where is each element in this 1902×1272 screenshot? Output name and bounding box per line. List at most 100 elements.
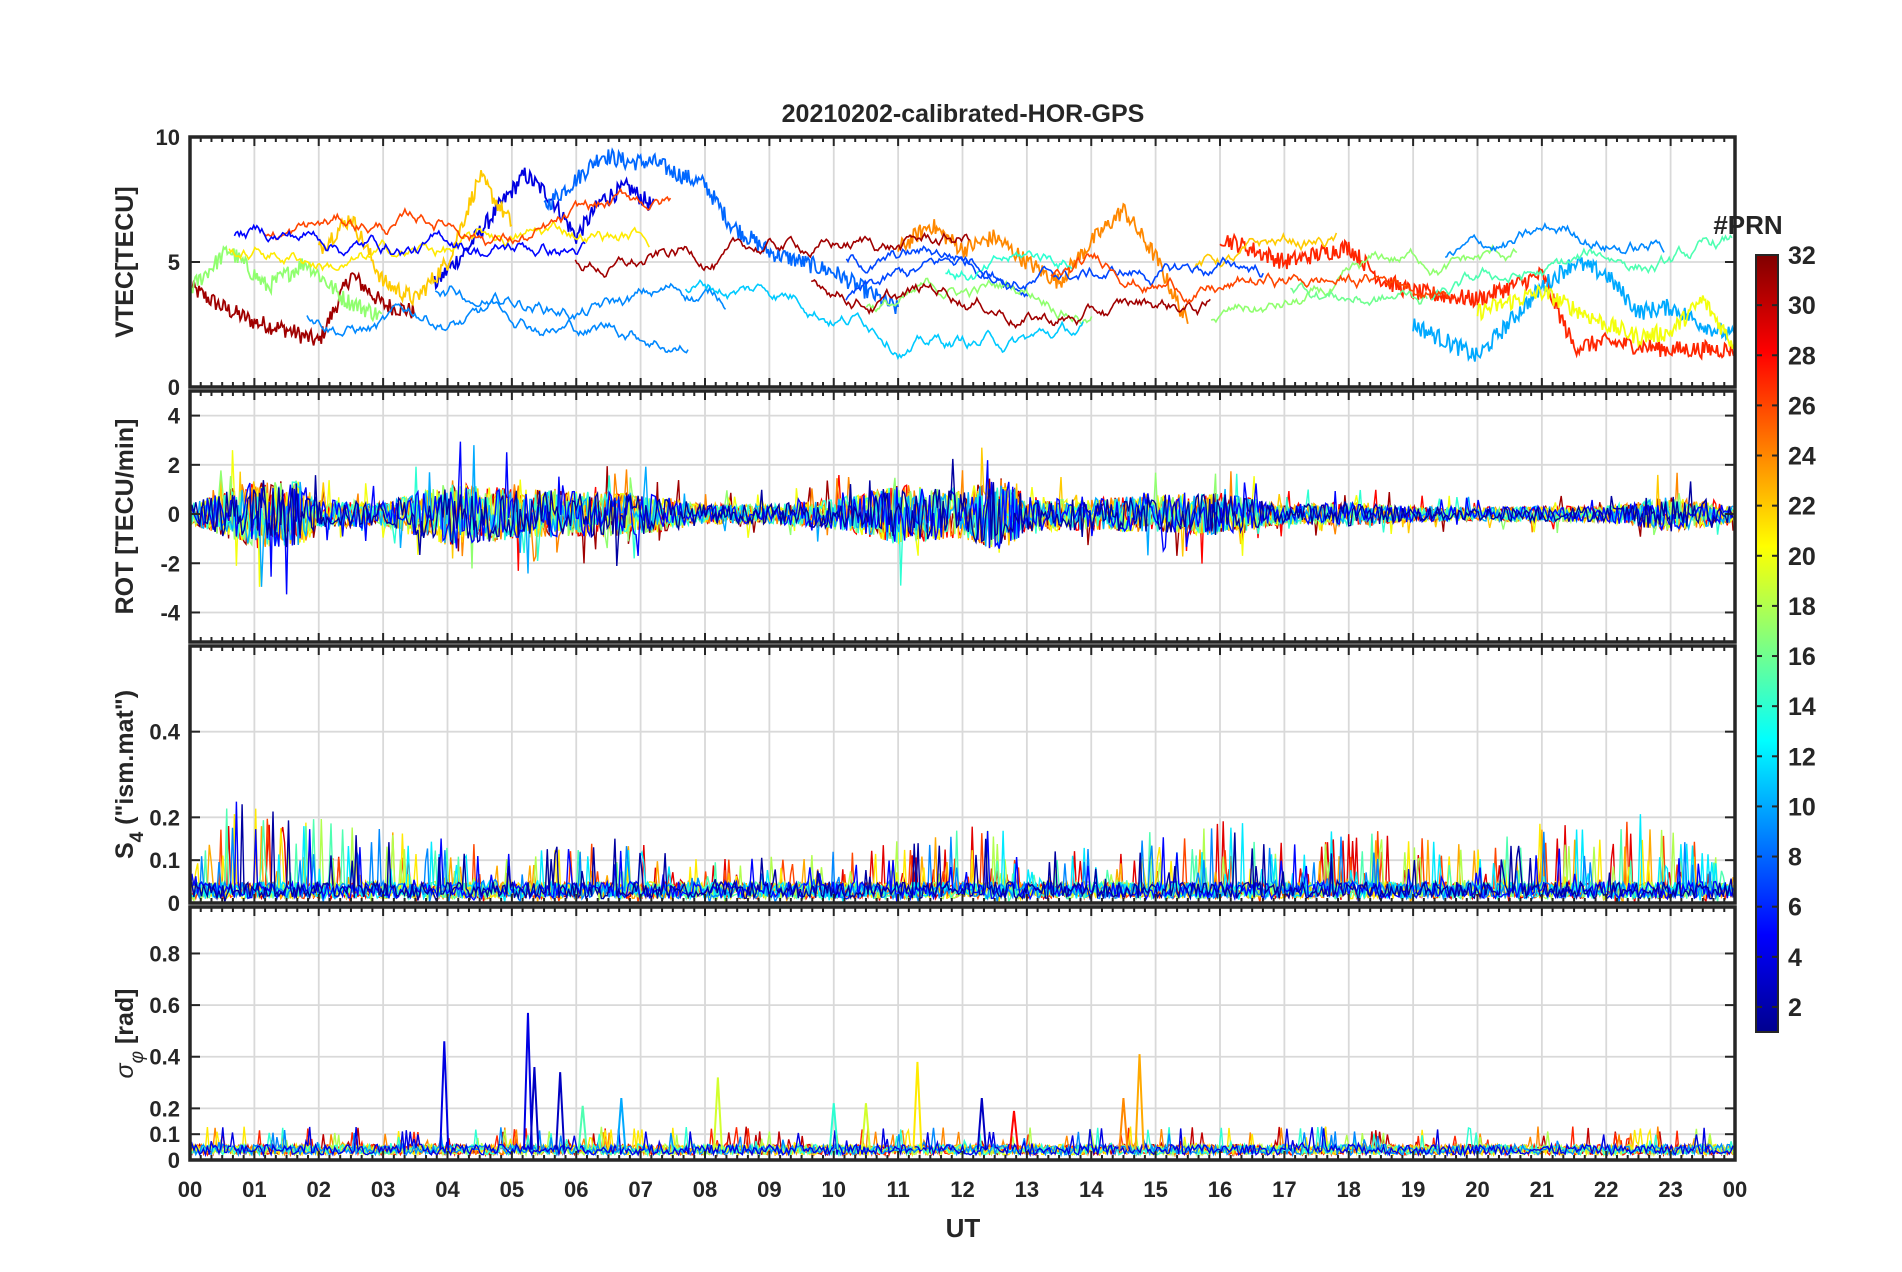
colorbar-tick-label: 6 [1788, 894, 1802, 922]
sigma-phi-spike [1118, 1097, 1129, 1150]
x-tick-label: 21 [1530, 1177, 1554, 1202]
x-tick-label: 20 [1465, 1177, 1489, 1202]
figure-title: 20210202-calibrated-HOR-GPS [782, 100, 1145, 128]
sigma-phi-spike [616, 1097, 627, 1150]
vtec-series [1050, 252, 1450, 305]
colorbar-tick-label: 4 [1788, 944, 1802, 972]
x-tick-label: 06 [564, 1177, 588, 1202]
vtec-series-prn-31 [190, 271, 415, 346]
colorbar-tick-label: 8 [1788, 844, 1802, 872]
panel-vtec: 0 5 10 VTEC[TECU] [111, 125, 1737, 400]
vtec-series [811, 278, 1211, 329]
y-tick-label: 0 [168, 502, 180, 527]
x-tick-label: 16 [1208, 1177, 1232, 1202]
sigma-phi-spike [1009, 1110, 1019, 1150]
y-tick-label: 0.4 [149, 720, 180, 745]
s4-series-prn-2 [190, 804, 1734, 903]
y-tick-label: 0.2 [149, 805, 180, 830]
y-axis-label: VTEC[TECU] [111, 186, 139, 337]
colorbar-tick-label: 32 [1788, 242, 1816, 270]
colorbar-gradient [1755, 254, 1779, 1033]
vtec-series [1444, 222, 1665, 259]
vtec-series [306, 282, 727, 338]
y-tick-label: 10 [156, 125, 180, 150]
vtec-series-prn-20 [1476, 284, 1735, 352]
vtec-series [1210, 244, 1518, 324]
panel-rot: -4 -2 0 2 4 ROT [TECU/min] [111, 389, 1737, 644]
y-tick-label: 0.6 [149, 993, 180, 1018]
sigma-phi-spike [529, 1067, 540, 1150]
colorbar-tick-label: 16 [1788, 643, 1816, 671]
y-axis-label: ROT [TECU/min] [111, 419, 139, 615]
colorbar-tick-label: 22 [1788, 493, 1816, 521]
x-tick-label: 10 [822, 1177, 846, 1202]
colorbar-label: #PRN [1713, 210, 1782, 240]
sigma-phi-spike [828, 1103, 839, 1150]
x-axis-label: UT [946, 1213, 981, 1243]
y-tick-label: 0 [168, 891, 180, 916]
y-axis-label: S4 ("ism.mat") [111, 690, 148, 859]
sigma-phi-spike [976, 1097, 987, 1150]
y-axis-label-rest: [rad] [111, 989, 139, 1052]
x-tick-label: 13 [1015, 1177, 1039, 1202]
vtec-series [845, 245, 1264, 291]
vtec-series [1430, 234, 1733, 301]
vtec-series-prn-4 [433, 167, 655, 291]
y-axis-label-subscript: φ [127, 1051, 148, 1063]
y-tick-label: 0 [168, 1148, 180, 1173]
sigma-phi-spike [712, 1077, 723, 1150]
vtec-series [1194, 232, 1338, 269]
colorbar-tick-label: 2 [1788, 994, 1802, 1022]
x-tick-label: 05 [500, 1177, 524, 1202]
colorbar-tick-label: 24 [1788, 443, 1816, 471]
sigma-phi-spike [860, 1103, 871, 1150]
vtec-series [228, 221, 650, 272]
vtec-series [233, 223, 586, 258]
x-tick-label: 18 [1337, 1177, 1361, 1202]
colorbar-tick-label: 30 [1788, 292, 1816, 320]
y-tick-label: 4 [168, 404, 181, 429]
x-tick-label: 23 [1658, 1177, 1682, 1202]
colorbar-tick-label: 20 [1788, 543, 1816, 571]
sigma-phi-spike [912, 1061, 923, 1150]
panel-sigma_phi: 00.10.20.40.60.8σφ [rad] [111, 905, 1737, 1173]
vtec-series-prn-8 [543, 147, 899, 315]
vtec-series [262, 187, 672, 247]
y-tick-label: 0.8 [149, 941, 180, 966]
x-tick-label: 03 [371, 1177, 395, 1202]
series-group [190, 801, 1734, 903]
x-tick-label: 14 [1079, 1177, 1104, 1202]
sigma-phi-spike [1134, 1054, 1145, 1150]
colorbar-tick-label: 26 [1788, 392, 1816, 420]
vtec-series-prn-17 [190, 245, 383, 323]
rot-series-prn-5 [190, 441, 1734, 595]
x-tick-label: 11 [886, 1177, 909, 1202]
vtec-series [1290, 281, 1428, 307]
y-tick-label: 0.1 [149, 848, 180, 873]
colorbar-tick-label: 18 [1788, 593, 1816, 621]
x-tick-label: 19 [1401, 1177, 1425, 1202]
vtec-series [684, 279, 1084, 361]
y-tick-label: 5 [168, 250, 180, 275]
y-axis-label-rest: ("ism.mat") [111, 690, 139, 832]
y-tick-label: 2 [168, 453, 180, 478]
x-tick-label: 02 [307, 1177, 331, 1202]
vtec-series-prn-27 [1219, 232, 1735, 361]
sigma-phi-spike [522, 1012, 533, 1150]
rot-series-prn-2 [190, 458, 1734, 567]
y-tick-label: 0.1 [149, 1122, 180, 1147]
x-tick-label: 17 [1272, 1177, 1296, 1202]
sigma-phi-spike [577, 1105, 588, 1150]
x-tick-label: 00 [178, 1177, 202, 1202]
y-axis-label-main: σ [111, 1062, 139, 1078]
colorbar-tick-label: 14 [1788, 693, 1816, 721]
x-tick-label: 08 [693, 1177, 717, 1202]
x-tick-label: 04 [435, 1177, 460, 1202]
colorbar-tick-label: 28 [1788, 342, 1816, 370]
y-axis-label-subscript: 4 [127, 831, 148, 842]
rot-series-prn-10 [190, 445, 1734, 587]
y-tick-label: 0.4 [149, 1045, 180, 1070]
